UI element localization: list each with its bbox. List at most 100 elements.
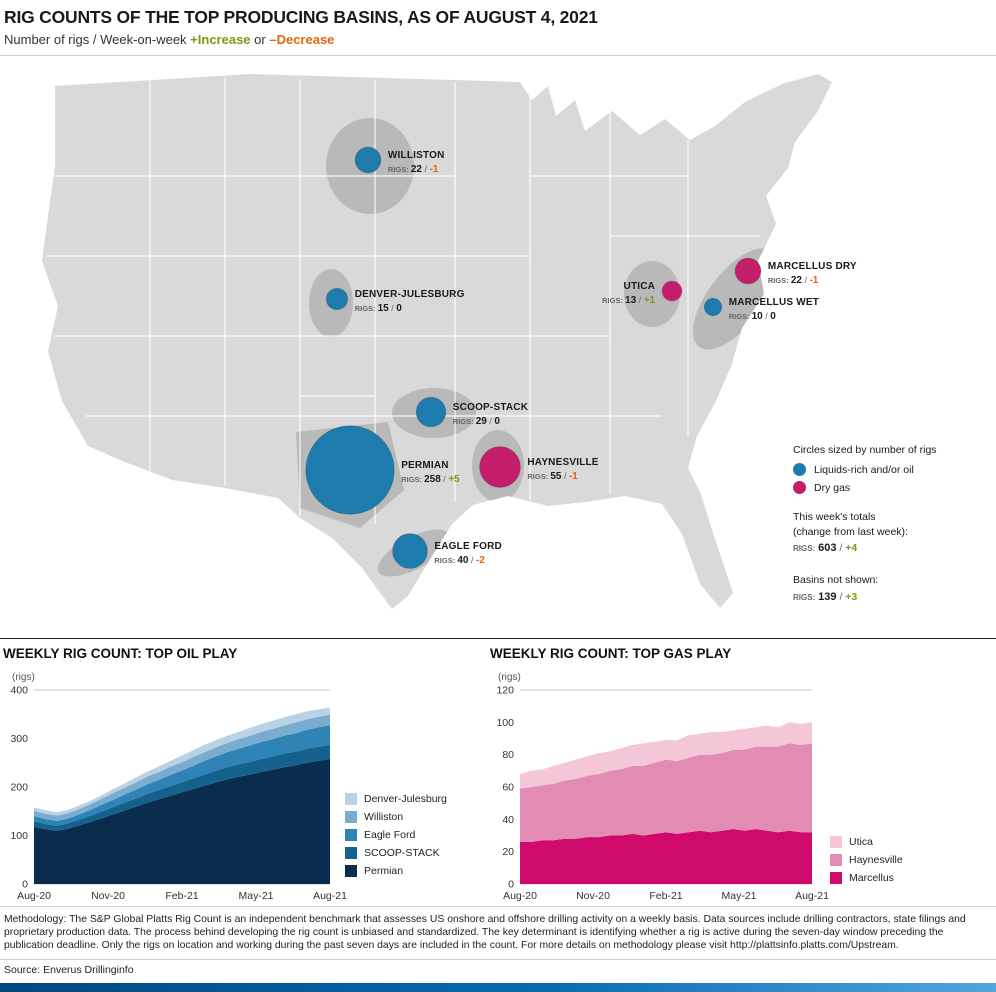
- legend-label: Denver-Julesburg: [364, 793, 447, 805]
- legend-swatch-icon: [830, 872, 842, 884]
- legend-swatch-icon: [345, 811, 357, 823]
- x-tick-label: May-21: [238, 890, 273, 902]
- subtitle: Number of rigs / Week-on-week +Increase …: [4, 32, 990, 47]
- legend-item-marcellus: Marcellus: [830, 872, 903, 884]
- gas-chart: WEEKLY RIG COUNT: TOP GAS PLAY 0 20 40 60 80…: [487, 639, 996, 907]
- basin-label-williston: WILLISTON: [388, 150, 445, 161]
- brand-bar: [0, 983, 996, 992]
- gas-dot-icon: [793, 481, 806, 494]
- legend-label: Haynesville: [849, 854, 903, 866]
- decrease-label: –Decrease: [269, 32, 335, 47]
- basin-label-permian: PERMIAN: [401, 460, 449, 471]
- series-area-denver-julesburg: [34, 707, 330, 816]
- legend-label: Eagle Ford: [364, 829, 416, 841]
- basin-rigs-marcellus-dry: RIGS: 22 / -1: [768, 275, 819, 286]
- series-area-scoop-stack: [34, 744, 330, 831]
- subtitle-prefix: Number of rigs / Week-on-week: [4, 32, 187, 47]
- series-area-eagle-ford: [34, 725, 330, 826]
- legend-swatch-icon: [830, 836, 842, 848]
- gas-chart-plot: 0 20 40 60 80 100 120 (rigs) Aug-20 Nov-20 Feb-21 M…: [496, 672, 829, 902]
- basin-rigs-eagle-ford: RIGS: 40 / -2: [434, 555, 485, 566]
- us-map: WILLISTON RIGS: 22 / -1 DENVER-JULESBURG RI…: [0, 56, 996, 638]
- basin-markers: WILLISTON RIGS: 22 / -1 DENVER-JULESBURG RI…: [305, 146, 857, 569]
- basin-label-marcellus-wet: MARCELLUS WET: [729, 297, 819, 308]
- x-tick-label: Feb-21: [649, 890, 682, 902]
- units-label: (rigs): [12, 672, 35, 683]
- series-area-permian: [34, 758, 330, 884]
- legend-label: SCOOP-STACK: [364, 847, 440, 859]
- units-label: (rigs): [498, 672, 521, 683]
- legend-gas-label: Dry gas: [814, 481, 851, 494]
- legend-swatch-icon: [345, 793, 357, 805]
- weekly-charts: WEEKLY RIG COUNT: TOP OIL PLAY 0 100 200 30…: [0, 638, 996, 906]
- legend-title: Circles sized by number of rigs: [793, 444, 937, 456]
- legend-label: Utica: [849, 836, 873, 848]
- basin-label-utica: UTICA: [624, 281, 656, 292]
- x-tick-label: Nov-20: [91, 890, 125, 902]
- basins-not-shown: Basins not shown: RIGS: 139 / +3: [793, 573, 993, 605]
- x-tick-label: Aug-21: [313, 890, 347, 902]
- basin-circle-scoop-stack: [415, 396, 447, 428]
- legend-item-permian: Permian: [345, 865, 447, 877]
- y-tick-label: 200: [10, 782, 28, 794]
- weekly-totals: This week's totals (change from last wee…: [793, 510, 993, 557]
- legend-item-gas: Dry gas: [793, 481, 993, 494]
- basin-label-haynesville: HAYNESVILLE: [527, 457, 598, 468]
- y-tick-label: 80: [502, 749, 514, 761]
- or-label: or: [254, 32, 266, 47]
- header: RIG COUNTS OF THE TOP PRODUCING BASINS, …: [0, 0, 996, 56]
- basin-rigs-scoop-stack: RIGS: 29 / 0: [453, 416, 501, 427]
- basin-circle-permian: [305, 425, 395, 515]
- oil-chart: WEEKLY RIG COUNT: TOP OIL PLAY 0 100 200 30…: [0, 639, 480, 907]
- y-tick-label: 300: [10, 733, 28, 745]
- basin-rigs-denver-julesburg: RIGS: 15 / 0: [355, 303, 403, 314]
- page-title: RIG COUNTS OF THE TOP PRODUCING BASINS, …: [4, 7, 598, 27]
- basin-label-eagle-ford: EAGLE FORD: [434, 541, 502, 552]
- legend-item-denver-julesburg: Denver-Julesburg: [345, 793, 447, 805]
- legend-item-williston: Williston: [345, 811, 447, 823]
- series-area-williston: [34, 714, 330, 821]
- gas-chart-title: WEEKLY RIG COUNT: TOP GAS PLAY: [490, 646, 732, 661]
- increase-label: +Increase: [190, 32, 251, 47]
- legend-label: Marcellus: [849, 872, 894, 884]
- source-line: Source: Enverus Drillinginfo: [0, 959, 996, 980]
- basin-label-scoop-stack: SCOOP-STACK: [453, 402, 529, 413]
- y-tick-label: 100: [496, 717, 514, 729]
- legend-swatch-icon: [830, 854, 842, 866]
- legend-oil-label: Liquids-rich and/or oil: [814, 463, 914, 476]
- x-tick-label: Nov-20: [576, 890, 610, 902]
- y-tick-label: 0: [508, 879, 514, 891]
- y-tick-label: 0: [22, 879, 28, 891]
- legend-item-haynesville: Haynesville: [830, 854, 903, 866]
- y-tick-label: 100: [10, 830, 28, 842]
- map-legend: Circles sized by number of rigs Liquids-…: [793, 444, 993, 606]
- totals-title: This week's totals: [793, 511, 876, 523]
- legend-item-eagle-ford: Eagle Ford: [345, 829, 447, 841]
- legend-item-oil: Liquids-rich and/or oil: [793, 463, 993, 476]
- series-area-marcellus: [520, 829, 812, 884]
- gas-chart-legend: Utica Haynesville Marcellus: [830, 836, 903, 890]
- series-area-haynesville: [520, 743, 812, 842]
- x-tick-label: Aug-21: [795, 890, 829, 902]
- methodology-text: Methodology: The S&P Global Platts Rig C…: [0, 906, 996, 954]
- basin-circle-denver-julesburg: [325, 287, 349, 311]
- y-tick-label: 120: [496, 685, 514, 697]
- x-tick-label: May-21: [721, 890, 756, 902]
- legend-item-scoop-stack: SCOOP-STACK: [345, 847, 447, 859]
- y-tick-label: 40: [502, 814, 514, 826]
- basin-circle-eagle-ford: [392, 533, 428, 569]
- y-tick-label: 400: [10, 685, 28, 697]
- y-tick-label: 60: [502, 782, 514, 794]
- legend-swatch-icon: [345, 829, 357, 841]
- basin-rigs-haynesville: RIGS: 55 / -1: [527, 471, 578, 482]
- basin-rigs-marcellus-wet: RIGS: 10 / 0: [729, 311, 777, 322]
- basin-area-utica: [624, 261, 680, 327]
- basin-circle-utica: [661, 280, 683, 302]
- oil-dot-icon: [793, 463, 806, 476]
- y-tick-label: 20: [502, 846, 514, 858]
- totals-value: RIGS: 603 / +4: [793, 542, 858, 555]
- x-tick-label: Aug-20: [17, 890, 51, 902]
- not-shown-title: Basins not shown:: [793, 574, 879, 587]
- oil-chart-plot: 0 100 200 300 400 (rigs) Aug-20 Nov-20 Feb-21 May…: [10, 672, 347, 902]
